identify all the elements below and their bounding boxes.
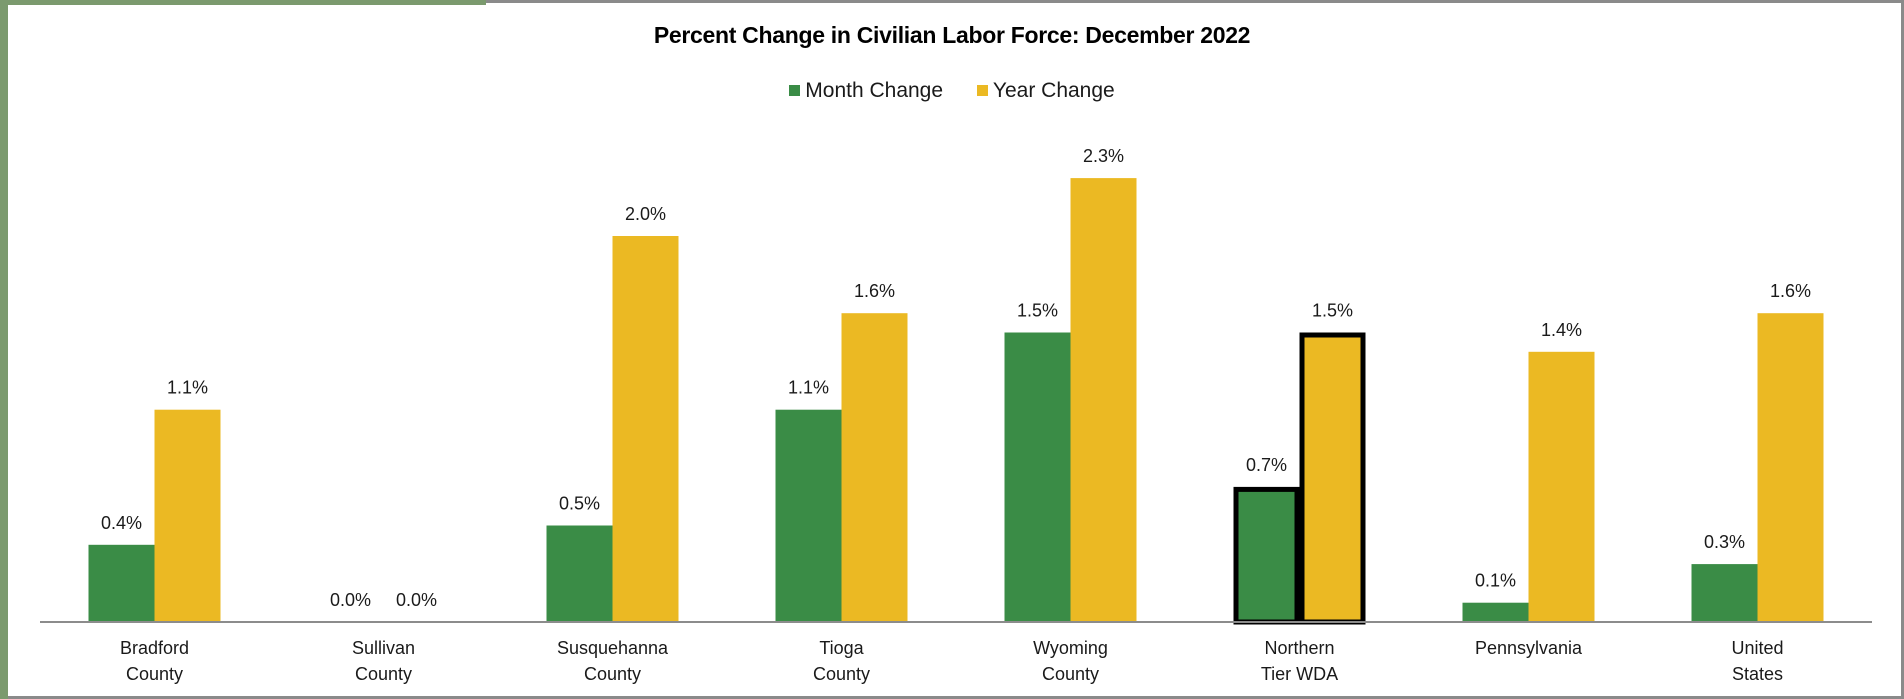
- x-tick-label-5-1: Tier WDA: [1261, 664, 1338, 684]
- x-tick-label-1-1: County: [355, 664, 412, 684]
- data-label-month-4: 1.5%: [1017, 301, 1058, 321]
- x-tick-label-7-1: States: [1732, 664, 1783, 684]
- data-label-year-3: 1.6%: [854, 281, 895, 301]
- bar-year-4: [1070, 178, 1137, 622]
- data-label-month-2: 0.5%: [559, 494, 600, 514]
- data-label-year-1: 0.0%: [396, 590, 437, 610]
- data-label-month-5: 0.7%: [1246, 455, 1287, 475]
- data-label-month-7: 0.3%: [1704, 532, 1745, 552]
- bar-year-5: [1299, 332, 1366, 625]
- x-tick-label-4-1: County: [1042, 664, 1099, 684]
- x-tick-label-2-0: Susquehanna: [557, 638, 669, 658]
- bar-month-7: [1691, 564, 1758, 622]
- data-label-month-6: 0.1%: [1475, 571, 1516, 591]
- legend-swatch-month: [789, 85, 801, 96]
- x-tick-label-3-1: County: [813, 664, 870, 684]
- top-edge-accent: [0, 0, 486, 5]
- bar-month-5: [1233, 486, 1300, 625]
- x-tick-label-0-1: County: [126, 664, 183, 684]
- bar-month-3: [775, 409, 842, 622]
- data-label-month-1: 0.0%: [330, 590, 371, 610]
- data-label-year-7: 1.6%: [1770, 281, 1811, 301]
- bar-month-6: [1462, 602, 1529, 622]
- data-label-year-2: 2.0%: [625, 204, 666, 224]
- x-tick-label-6-0: Pennsylvania: [1475, 638, 1583, 658]
- bar-month-2: [546, 525, 613, 622]
- x-tick-label-0-0: Bradford: [120, 638, 189, 658]
- x-tick-label-2-1: County: [584, 664, 641, 684]
- x-tick-label-5-0: Northern: [1264, 638, 1334, 658]
- data-label-year-4: 2.3%: [1083, 146, 1124, 166]
- data-label-month-0: 0.4%: [101, 513, 142, 533]
- x-tick-label-4-0: Wyoming: [1033, 638, 1108, 658]
- data-label-year-5: 1.5%: [1312, 301, 1353, 321]
- left-edge-accent: [0, 0, 8, 699]
- legend: Month Change Year Change: [0, 78, 1904, 103]
- bar-month-0: [88, 544, 155, 622]
- legend-swatch-year: [976, 85, 988, 96]
- x-tick-label-1-0: Sullivan: [352, 638, 415, 658]
- data-label-month-3: 1.1%: [788, 378, 829, 398]
- bar-year-0: [154, 409, 221, 622]
- legend-item-month: Month Change: [789, 79, 943, 103]
- legend-label-month: Month Change: [805, 78, 944, 102]
- bar-year-2: [612, 236, 679, 622]
- legend-item-year: Year Change: [976, 78, 1115, 103]
- bar-year-6: [1528, 351, 1595, 622]
- data-label-year-6: 1.4%: [1541, 320, 1582, 340]
- bar-year-7: [1757, 313, 1824, 622]
- bar-year-3: [841, 313, 908, 622]
- chart-title: Percent Change in Civilian Labor Force: …: [653, 22, 1251, 48]
- x-tick-label-7-0: United: [1731, 638, 1783, 658]
- data-label-year-0: 1.1%: [167, 378, 208, 398]
- bar-month-4: [1004, 332, 1071, 622]
- x-tick-label-3-0: Tioga: [819, 638, 864, 658]
- legend-label-year: Year Change: [992, 78, 1115, 102]
